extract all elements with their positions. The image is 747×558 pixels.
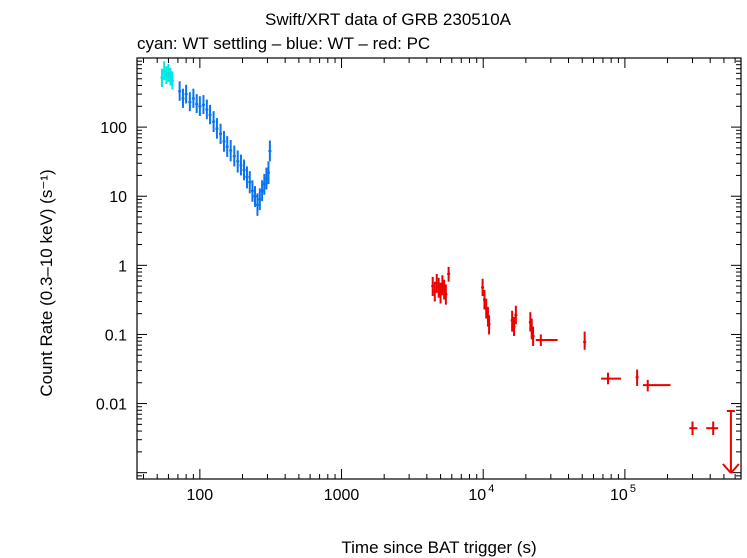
y-tick-label: 0.1 — [105, 327, 127, 344]
y-tick-label: 100 — [100, 120, 127, 137]
y-axis-ticks — [137, 57, 741, 477]
series-pc — [431, 266, 740, 474]
series-wt — [178, 81, 272, 216]
y-axis-tick-labels: 100 10 1 0.1 0.01 — [96, 120, 127, 413]
upper-limit-arrowhead — [730, 463, 740, 474]
y-tick-label: 0.01 — [96, 397, 127, 414]
series-wt-settling — [160, 61, 174, 90]
y-axis-label: Count Rate (0.3–10 keV) (s⁻¹) — [37, 169, 56, 396]
x-tick-label-exponent: 4 — [488, 483, 494, 495]
y-tick-label: 10 — [109, 189, 127, 206]
x-tick-label: 10 — [610, 487, 628, 504]
x-tick-label: 100 — [187, 487, 214, 504]
x-axis-tick-labels: 100 1000 10 4 10 5 — [187, 483, 637, 504]
data-series — [160, 61, 740, 474]
y-tick-label: 1 — [118, 258, 127, 275]
chart-title: Swift/XRT data of GRB 230510A — [265, 10, 512, 29]
x-tick-label: 10 — [468, 487, 486, 504]
x-tick-label-exponent: 5 — [630, 483, 636, 495]
upper-limit-arrowhead — [722, 463, 732, 474]
x-axis-label: Time since BAT trigger (s) — [341, 538, 536, 557]
chart-subtitle: cyan: WT settling – blue: WT – red: PC — [137, 34, 430, 53]
x-tick-label: 1000 — [324, 487, 360, 504]
plot-area — [136, 57, 742, 480]
x-axis-ticks — [142, 58, 736, 479]
